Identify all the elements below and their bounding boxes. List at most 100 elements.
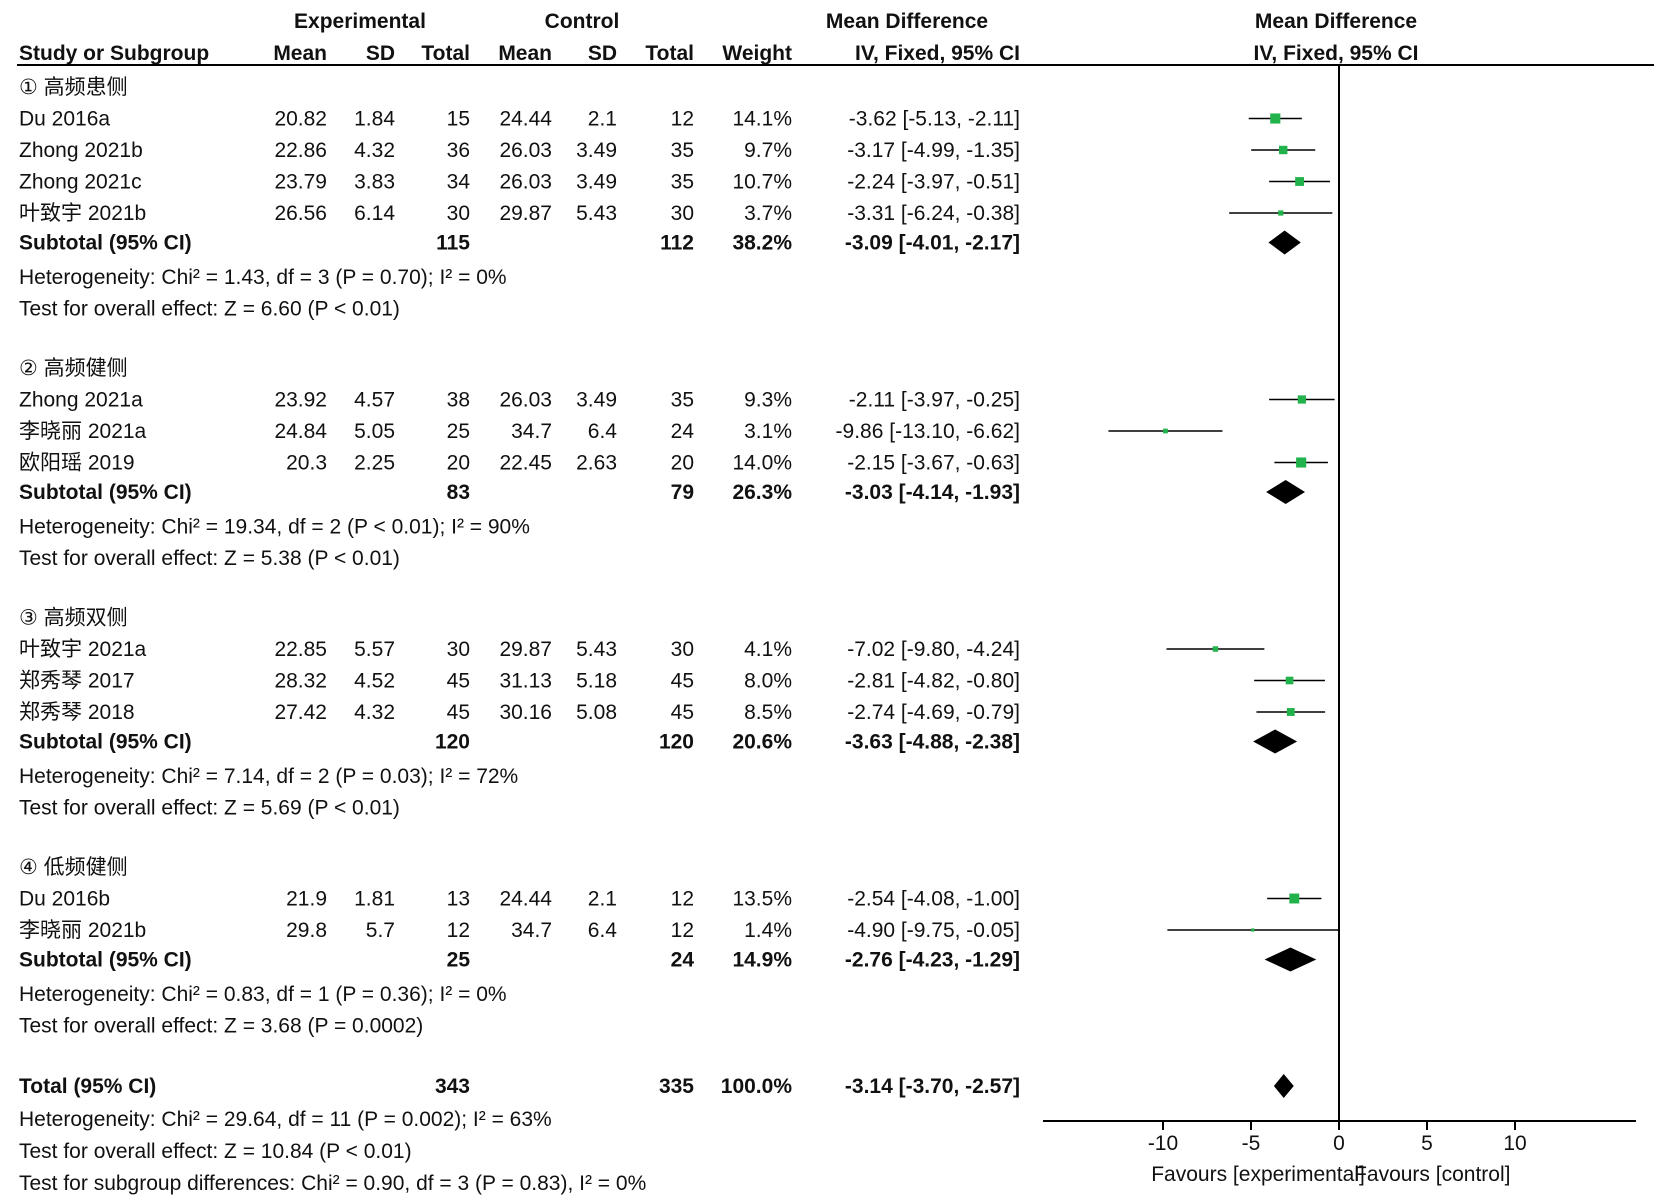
weight-cell: 14.0%	[732, 452, 792, 475]
exp-total-cell: 25	[447, 420, 470, 443]
ci-cell: -9.86 [-13.10, -6.62]	[836, 420, 1020, 443]
exp-sd-cell: 5.7	[366, 919, 395, 942]
ctl-sd-cell: 5.43	[576, 202, 617, 225]
exp-total-cell: 34	[447, 171, 471, 194]
exp-mean-cell: 26.56	[274, 202, 327, 225]
exp-mean-cell: 20.82	[274, 108, 327, 131]
ci-cell: -2.24 [-3.97, -0.51]	[847, 171, 1020, 194]
exp-mean-cell: 24.84	[274, 420, 327, 443]
study-marker	[1163, 428, 1168, 434]
subtotal-ctl-total: 24	[671, 949, 695, 972]
total-heterogeneity: Heterogeneity: Chi² = 29.64, df = 11 (P …	[19, 1108, 552, 1131]
header-ctl-sd: SD	[588, 42, 617, 65]
exp-total-cell: 20	[447, 452, 470, 475]
heterogeneity-text: Heterogeneity: Chi² = 7.14, df = 2 (P = …	[19, 765, 518, 788]
weight-cell: 9.3%	[744, 389, 792, 412]
header-ctl-total: Total	[645, 42, 694, 65]
ci-cell: -3.31 [-6.24, -0.38]	[847, 202, 1020, 225]
ctl-mean-cell: 34.7	[511, 420, 552, 443]
heterogeneity-text: Heterogeneity: Chi² = 1.43, df = 3 (P = …	[19, 266, 507, 289]
study-name: 叶致宇 2021b	[19, 202, 146, 225]
study-name: Du 2016b	[19, 888, 110, 911]
study-name: Du 2016a	[19, 108, 110, 131]
ci-cell: -4.90 [-9.75, -0.05]	[847, 919, 1020, 942]
exp-sd-cell: 6.14	[354, 202, 395, 225]
exp-sd-cell: 2.25	[354, 452, 395, 475]
ci-cell: -3.17 [-4.99, -1.35]	[847, 139, 1020, 162]
exp-sd-cell: 3.83	[354, 171, 395, 194]
exp-total-cell: 12	[447, 919, 470, 942]
study-name: 李晓丽 2021a	[19, 420, 147, 443]
exp-mean-cell: 29.8	[286, 919, 327, 942]
weight-cell: 8.5%	[744, 701, 792, 724]
study-marker	[1286, 708, 1295, 716]
subtotal-weight: 26.3%	[732, 481, 792, 504]
header-exp-total: Total	[421, 42, 470, 65]
ctl-total-cell: 30	[671, 638, 694, 661]
total-ci: -3.14 [-3.70, -2.57]	[845, 1075, 1020, 1098]
ctl-sd-cell: 3.49	[576, 389, 617, 412]
study-name: 欧阳瑶 2019	[19, 452, 135, 475]
subtotal-diamond	[1253, 729, 1298, 754]
ctl-mean-cell: 29.87	[499, 202, 552, 225]
exp-sd-cell: 1.84	[354, 108, 395, 131]
ctl-sd-cell: 6.4	[588, 919, 618, 942]
ci-cell: -2.54 [-4.08, -1.00]	[847, 888, 1020, 911]
ci-cell: -2.81 [-4.82, -0.80]	[847, 670, 1020, 693]
weight-cell: 13.5%	[732, 888, 792, 911]
favours-right-label: Favours [control]	[1354, 1163, 1510, 1186]
weight-cell: 8.0%	[744, 670, 792, 693]
subtotal-label: Subtotal (95% CI)	[19, 949, 192, 972]
ctl-total-cell: 35	[671, 389, 694, 412]
exp-total-cell: 38	[447, 389, 470, 412]
ctl-total-cell: 12	[671, 108, 694, 131]
ctl-mean-cell: 29.87	[499, 638, 552, 661]
ctl-sd-cell: 2.63	[576, 452, 617, 475]
overall-effect-text: Test for overall effect: Z = 5.69 (P < 0…	[19, 797, 400, 820]
study-marker	[1270, 113, 1281, 124]
subtotal-exp-total: 120	[435, 731, 470, 754]
exp-mean-cell: 28.32	[274, 670, 327, 693]
ctl-sd-cell: 3.49	[576, 139, 617, 162]
ci-cell: -3.62 [-5.13, -2.11]	[849, 108, 1020, 131]
ctl-sd-cell: 5.08	[576, 701, 617, 724]
ctl-mean-cell: 26.03	[499, 139, 552, 162]
subgroup-heading: ③ 高频双侧	[19, 607, 128, 630]
exp-mean-cell: 21.9	[286, 888, 327, 911]
ctl-mean-cell: 26.03	[499, 389, 552, 412]
heterogeneity-text: Heterogeneity: Chi² = 19.34, df = 2 (P <…	[19, 516, 530, 539]
exp-total-cell: 15	[447, 108, 470, 131]
x-tick-label: -10	[1148, 1132, 1178, 1155]
ctl-total-cell: 35	[671, 139, 694, 162]
study-name: Zhong 2021b	[19, 139, 143, 162]
favours-left-label: Favours [experimental]	[1151, 1163, 1365, 1186]
study-name: 郑秀琴 2017	[19, 670, 135, 693]
subtotal-diamond	[1266, 480, 1306, 504]
weight-cell: 9.7%	[744, 139, 792, 162]
study-name: 郑秀琴 2018	[19, 701, 135, 724]
header-exp-mean: Mean	[273, 42, 327, 65]
exp-sd-cell: 4.32	[354, 701, 395, 724]
total-ctl-total: 335	[659, 1075, 694, 1098]
total-diamond	[1273, 1074, 1294, 1098]
ctl-sd-cell: 6.4	[588, 420, 618, 443]
subtotal-weight: 38.2%	[732, 232, 792, 255]
total-overall-effect: Test for overall effect: Z = 10.84 (P < …	[19, 1140, 412, 1163]
exp-sd-cell: 4.57	[354, 389, 395, 412]
subtotal-ctl-total: 112	[660, 232, 694, 255]
ctl-sd-cell: 5.18	[576, 670, 617, 693]
total-label: Total (95% CI)	[19, 1075, 156, 1098]
subtotal-ci: -3.03 [-4.14, -1.93]	[845, 481, 1020, 504]
ci-cell: -7.02 [-9.80, -4.24]	[847, 638, 1020, 661]
weight-cell: 3.1%	[744, 420, 792, 443]
header-exp-sd: SD	[366, 42, 395, 65]
subtotal-exp-total: 83	[447, 481, 470, 504]
header-ctl-mean: Mean	[498, 42, 552, 65]
overall-effect-text: Test for overall effect: Z = 3.68 (P = 0…	[19, 1015, 423, 1038]
ctl-mean-cell: 26.03	[499, 171, 552, 194]
header-plot-title: Mean Difference	[1255, 10, 1417, 33]
ctl-total-cell: 45	[671, 701, 694, 724]
overall-effect-text: Test for overall effect: Z = 6.60 (P < 0…	[19, 298, 400, 321]
ctl-mean-cell: 30.16	[499, 701, 552, 724]
